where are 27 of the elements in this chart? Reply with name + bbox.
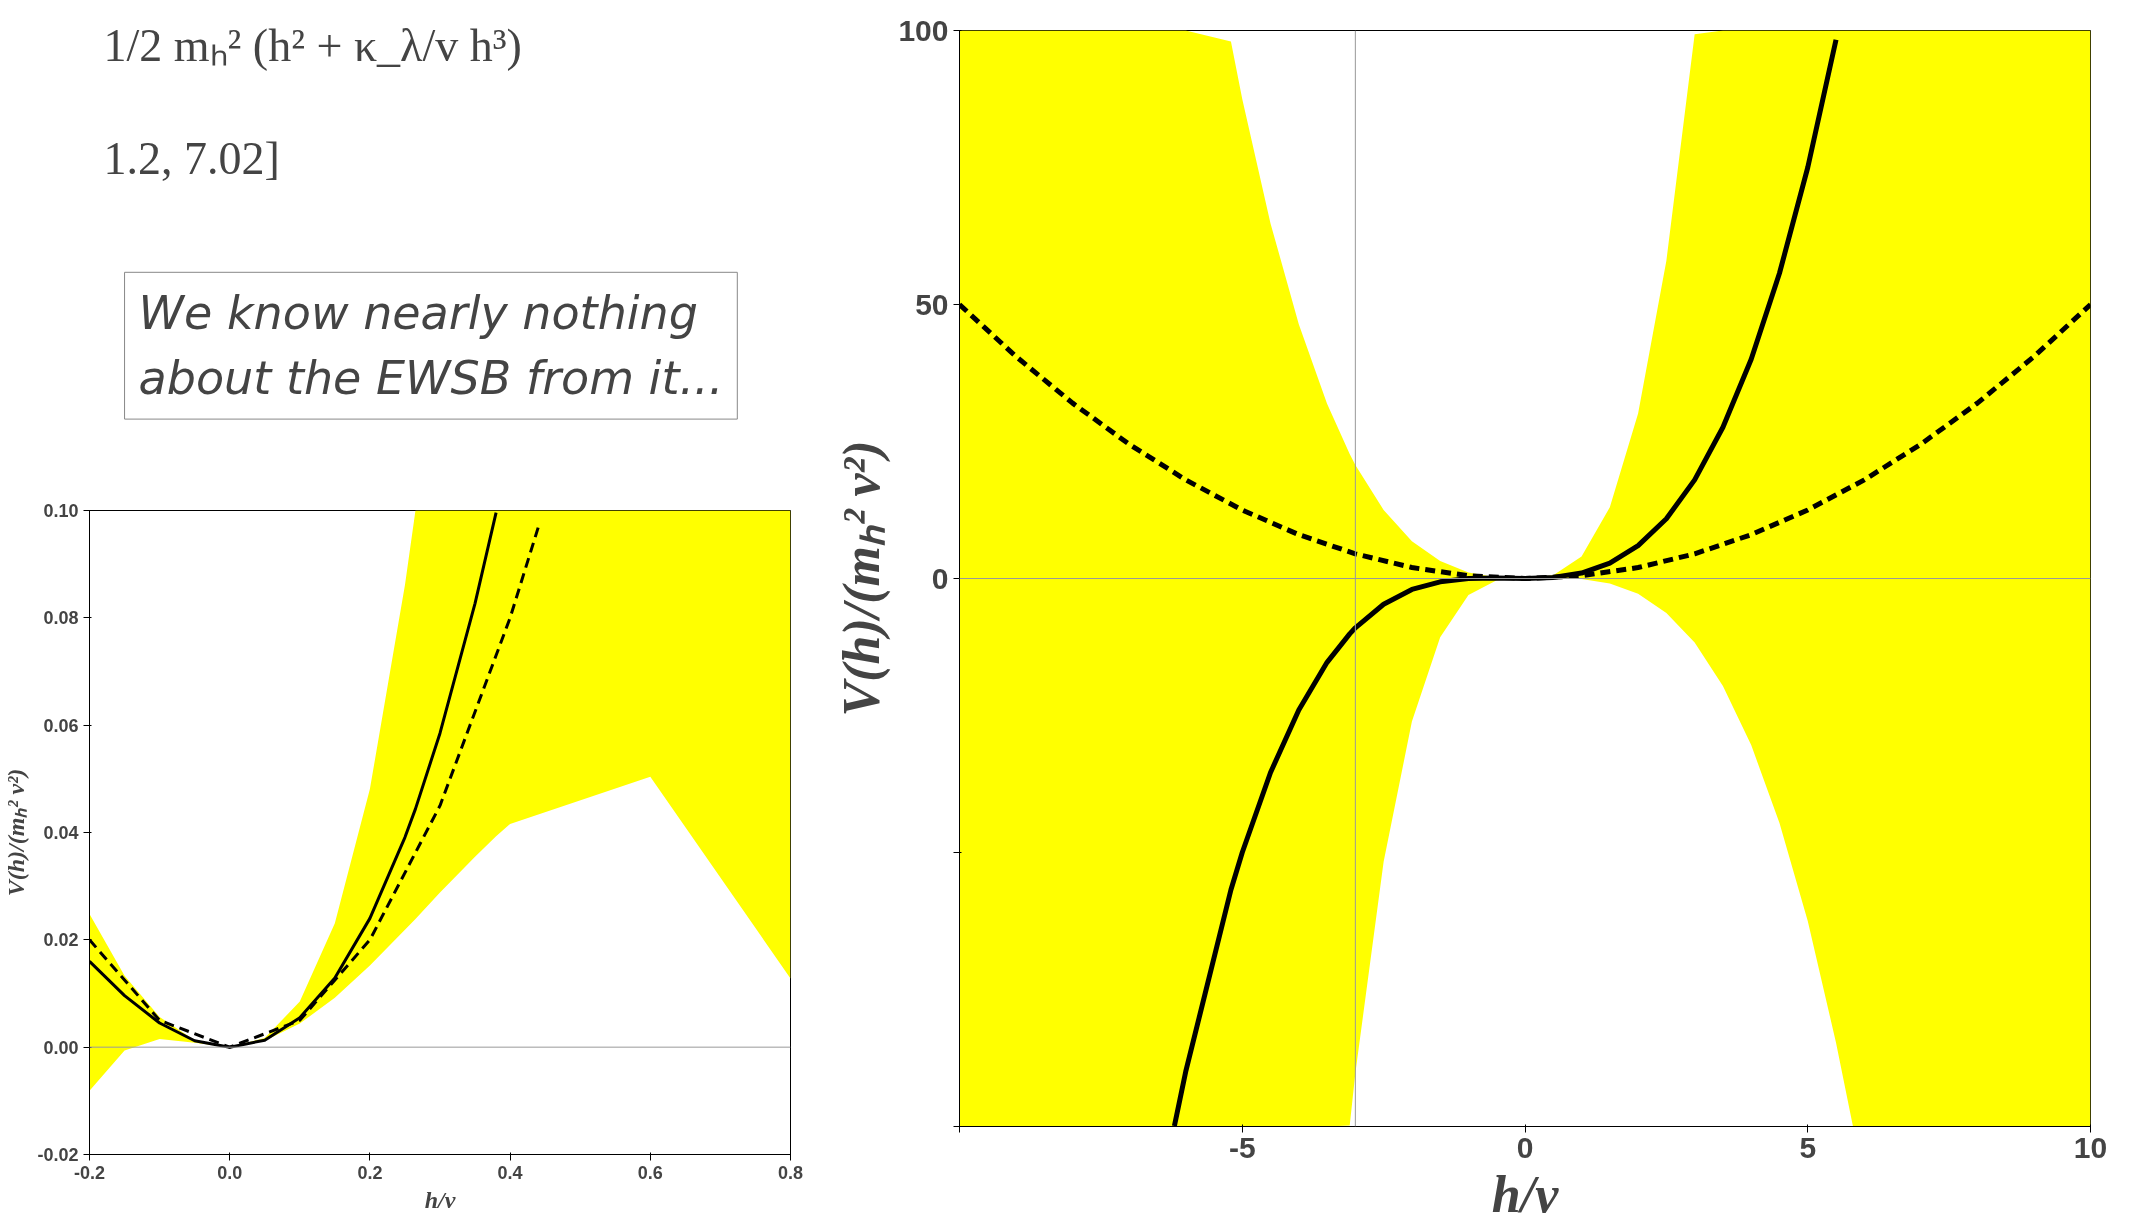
- x-tick-label: 0.0: [217, 1162, 243, 1183]
- x-tick-label: -5: [1228, 1130, 1256, 1164]
- x-tick-label: 0.2: [357, 1162, 383, 1183]
- y-tick-label: 50: [915, 287, 949, 321]
- y-tick-label: 0.10: [43, 501, 79, 521]
- x-tick-label: 0.6: [637, 1162, 663, 1183]
- y-tick-label: 0.02: [43, 930, 79, 951]
- y-tick-label: 0: [931, 561, 949, 595]
- y-tick-label: 0.04: [43, 823, 79, 843]
- text: 1.2, 7.02]: [103, 133, 280, 185]
- x-axis-title: h/v: [424, 1186, 456, 1213]
- y-tick-label: -0.02: [37, 1145, 79, 1165]
- text: 1/2 mₕ² (h² + κ_λ/v h³): [103, 20, 522, 72]
- x-tick-label: 10: [2073, 1130, 2108, 1164]
- x-tick-label: 0: [1516, 1130, 1534, 1164]
- y-tick-label: 0.08: [43, 608, 79, 629]
- y-tick-label: 100: [898, 13, 949, 47]
- x-tick-label: -0.2: [73, 1162, 106, 1183]
- y-tick-label: 0.06: [43, 715, 79, 736]
- y-tick-label: 0.00: [43, 1037, 79, 1058]
- x-tick-label: 0.8: [777, 1162, 804, 1183]
- y-axis-title: V(h)/(mₕ² v²): [833, 440, 892, 717]
- x-tick-label: 5: [1799, 1130, 1817, 1164]
- x-axis-title: h/v: [1491, 1165, 1560, 1223]
- x-tick-label: 0.4: [497, 1162, 523, 1183]
- y-axis-title: V(h)/(mₕ² v²): [3, 768, 30, 897]
- text: We know nearly nothing about the EWSB from it...: [138, 286, 724, 406]
